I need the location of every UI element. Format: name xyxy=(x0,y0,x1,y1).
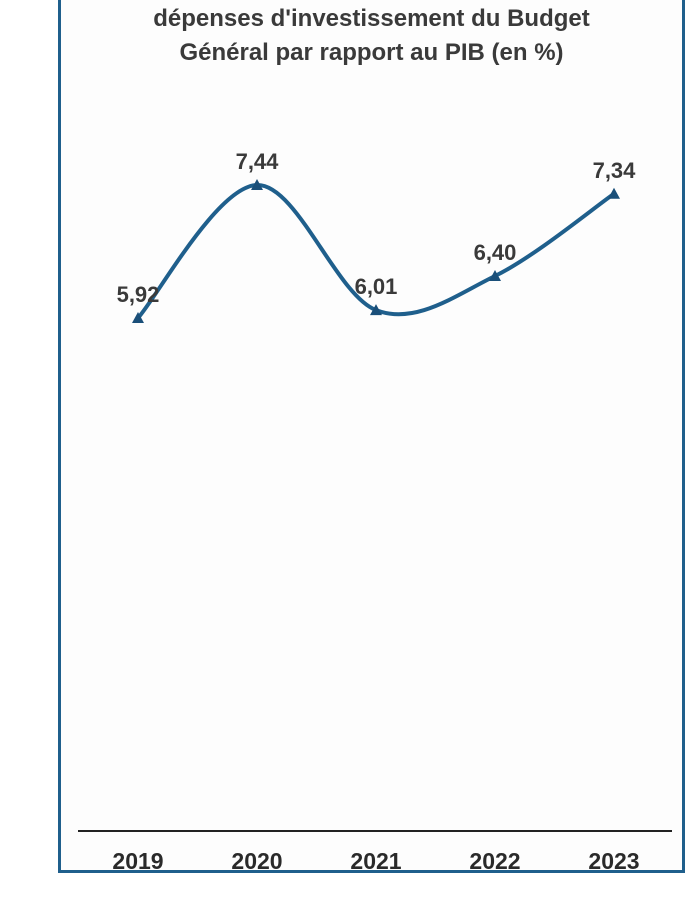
x-tick-label-2020: 2020 xyxy=(231,848,282,874)
data-marker-2023 xyxy=(608,187,620,199)
x-tick-label-2019: 2019 xyxy=(112,848,163,874)
chart-title: dépenses d'investissement du Budget Géné… xyxy=(58,2,685,70)
data-label-2019: 5,92 xyxy=(117,282,160,307)
data-label-2022: 6,40 xyxy=(474,240,517,265)
data-marker-2020 xyxy=(251,179,263,190)
x-tick-label-2021: 2021 xyxy=(350,848,401,874)
series-line xyxy=(136,182,616,320)
data-label-2020: 7,44 xyxy=(236,149,280,174)
x-tick-label-2022: 2022 xyxy=(469,848,520,874)
chart-title-line-2: Général par rapport au PIB (en %) xyxy=(179,39,564,66)
data-marker-2021 xyxy=(370,304,382,316)
chart-title-line-1: dépenses d'investissement du Budget xyxy=(153,5,590,32)
data-label-2023: 7,34 xyxy=(593,158,637,183)
data-marker-2019 xyxy=(132,312,144,323)
chart-frame xyxy=(58,0,685,873)
x-tick-label-2023: 2023 xyxy=(588,848,639,874)
data-marker-2022 xyxy=(489,270,501,281)
data-label-2021: 6,01 xyxy=(355,274,398,299)
